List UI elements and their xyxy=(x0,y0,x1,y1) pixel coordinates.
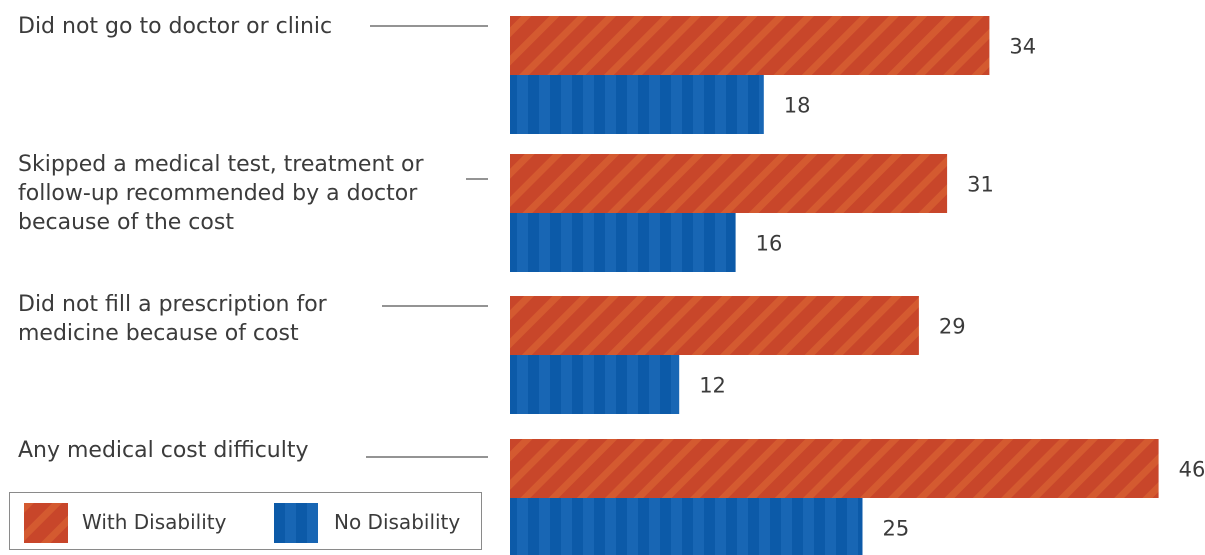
bar-with-disability xyxy=(510,154,948,213)
category-label: Did not go to doctor or clinic xyxy=(18,12,458,41)
category-label-line: Did not go to doctor or clinic xyxy=(18,14,333,39)
category-label-line: Any medical cost difficulty xyxy=(18,438,309,463)
category-label: Skipped a medical test, treatment or foll… xyxy=(18,150,458,237)
category-label-line: medicine because of cost xyxy=(18,321,299,346)
category-label-line: Skipped a medical test, treatment or xyxy=(18,152,424,177)
legend-label-with-disability: With Disability xyxy=(82,510,227,534)
bar-no-disability xyxy=(510,213,736,272)
category-label-line: follow-up recommended by a doctor xyxy=(18,181,418,206)
bar-no-disability xyxy=(510,498,863,555)
bar-no-disability xyxy=(510,75,764,134)
data-label: 31 xyxy=(967,173,994,197)
data-label: 25 xyxy=(883,517,910,541)
category-label: Did not fill a prescription for medicine … xyxy=(18,290,458,348)
bar-with-disability xyxy=(510,16,990,75)
data-label: 46 xyxy=(1179,458,1205,482)
bar-with-disability xyxy=(510,439,1159,498)
bar-no-disability xyxy=(510,355,680,414)
legend-swatch-no-disability xyxy=(274,503,318,543)
data-label: 34 xyxy=(1009,35,1036,59)
category-label-line: Did not fill a prescription for xyxy=(18,292,327,317)
legend: With Disability No Disability xyxy=(9,492,482,550)
data-label: 12 xyxy=(699,374,726,398)
data-label: 29 xyxy=(939,315,966,339)
category-label: Any medical cost difficulty xyxy=(18,436,458,465)
data-label: 16 xyxy=(756,232,783,256)
bar-with-disability xyxy=(510,296,919,355)
category-label-line: because of the cost xyxy=(18,210,234,235)
data-label: 18 xyxy=(784,94,811,118)
legend-swatch-with-disability xyxy=(24,503,68,543)
legend-label-no-disability: No Disability xyxy=(334,510,461,534)
